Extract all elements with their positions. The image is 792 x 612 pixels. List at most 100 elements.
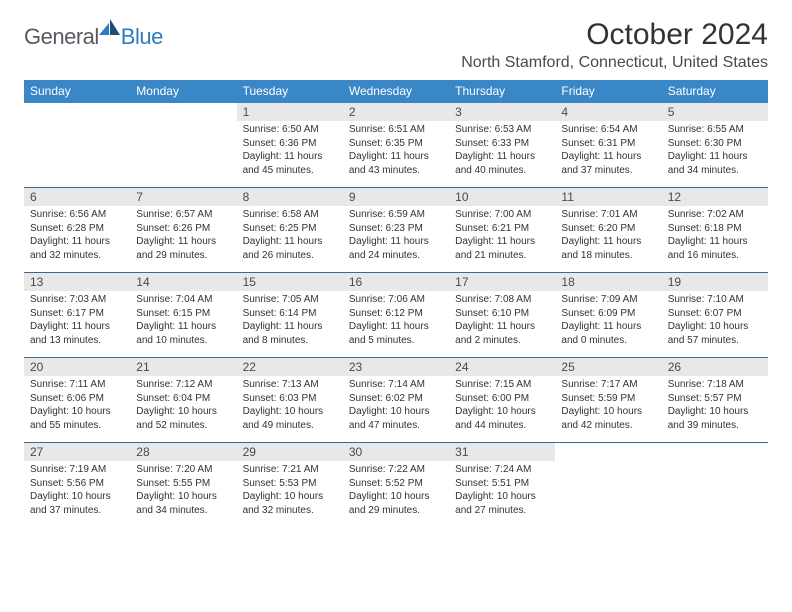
calendar-day-cell: 27Sunrise: 7:19 AMSunset: 5:56 PMDayligh… <box>24 443 130 527</box>
daylight-text: Daylight: 11 hours and 21 minutes. <box>455 235 549 262</box>
calendar-day-cell: 14Sunrise: 7:04 AMSunset: 6:15 PMDayligh… <box>130 273 236 357</box>
day-number: 31 <box>449 443 555 461</box>
sunrise-text: Sunrise: 7:13 AM <box>243 378 337 392</box>
calendar-day-cell: 17Sunrise: 7:08 AMSunset: 6:10 PMDayligh… <box>449 273 555 357</box>
sunset-text: Sunset: 5:57 PM <box>668 392 762 406</box>
sunset-text: Sunset: 6:09 PM <box>561 307 655 321</box>
day-number: 26 <box>662 358 768 376</box>
daylight-text: Daylight: 10 hours and 44 minutes. <box>455 405 549 432</box>
calendar-day-cell: 8Sunrise: 6:58 AMSunset: 6:25 PMDaylight… <box>237 188 343 272</box>
sunset-text: Sunset: 6:04 PM <box>136 392 230 406</box>
day-details: Sunrise: 7:08 AMSunset: 6:10 PMDaylight:… <box>449 291 555 351</box>
calendar-page: General Blue October 2024 North Stamford… <box>0 0 792 527</box>
sunset-text: Sunset: 5:52 PM <box>349 477 443 491</box>
sunrise-text: Sunrise: 7:18 AM <box>668 378 762 392</box>
daylight-text: Daylight: 10 hours and 37 minutes. <box>30 490 124 517</box>
sunrise-text: Sunrise: 6:53 AM <box>455 123 549 137</box>
daylight-text: Daylight: 11 hours and 0 minutes. <box>561 320 655 347</box>
day-details: Sunrise: 6:50 AMSunset: 6:36 PMDaylight:… <box>237 121 343 181</box>
sunset-text: Sunset: 6:03 PM <box>243 392 337 406</box>
calendar-day-cell: 1Sunrise: 6:50 AMSunset: 6:36 PMDaylight… <box>237 103 343 187</box>
daylight-text: Daylight: 11 hours and 13 minutes. <box>30 320 124 347</box>
day-details: Sunrise: 6:55 AMSunset: 6:30 PMDaylight:… <box>662 121 768 181</box>
calendar-day-cell: 23Sunrise: 7:14 AMSunset: 6:02 PMDayligh… <box>343 358 449 442</box>
calendar-day-cell: 11Sunrise: 7:01 AMSunset: 6:20 PMDayligh… <box>555 188 661 272</box>
sunset-text: Sunset: 6:15 PM <box>136 307 230 321</box>
weekday-header-cell: Sunday <box>24 80 130 103</box>
sunrise-text: Sunrise: 6:55 AM <box>668 123 762 137</box>
calendar-day-cell: 20Sunrise: 7:11 AMSunset: 6:06 PMDayligh… <box>24 358 130 442</box>
day-number: 18 <box>555 273 661 291</box>
sunrise-text: Sunrise: 7:15 AM <box>455 378 549 392</box>
day-number: 8 <box>237 188 343 206</box>
sunset-text: Sunset: 6:07 PM <box>668 307 762 321</box>
weekday-header-cell: Wednesday <box>343 80 449 103</box>
daylight-text: Daylight: 10 hours and 32 minutes. <box>243 490 337 517</box>
calendar-day-cell: 30Sunrise: 7:22 AMSunset: 5:52 PMDayligh… <box>343 443 449 527</box>
sunset-text: Sunset: 6:23 PM <box>349 222 443 236</box>
sunrise-text: Sunrise: 7:06 AM <box>349 293 443 307</box>
sunrise-text: Sunrise: 7:11 AM <box>30 378 124 392</box>
day-details: Sunrise: 7:05 AMSunset: 6:14 PMDaylight:… <box>237 291 343 351</box>
sunrise-text: Sunrise: 6:54 AM <box>561 123 655 137</box>
sunrise-text: Sunrise: 6:50 AM <box>243 123 337 137</box>
sunrise-text: Sunrise: 7:04 AM <box>136 293 230 307</box>
sunset-text: Sunset: 5:56 PM <box>30 477 124 491</box>
calendar-day-cell: 9Sunrise: 6:59 AMSunset: 6:23 PMDaylight… <box>343 188 449 272</box>
daylight-text: Daylight: 10 hours and 47 minutes. <box>349 405 443 432</box>
brand-word-1: General <box>24 24 99 50</box>
sunrise-text: Sunrise: 6:59 AM <box>349 208 443 222</box>
daylight-text: Daylight: 10 hours and 42 minutes. <box>561 405 655 432</box>
sunset-text: Sunset: 6:20 PM <box>561 222 655 236</box>
calendar-grid: SundayMondayTuesdayWednesdayThursdayFrid… <box>24 80 768 527</box>
weekday-header-cell: Tuesday <box>237 80 343 103</box>
day-details: Sunrise: 7:22 AMSunset: 5:52 PMDaylight:… <box>343 461 449 521</box>
calendar-day-cell <box>130 103 236 187</box>
daylight-text: Daylight: 11 hours and 43 minutes. <box>349 150 443 177</box>
sunrise-text: Sunrise: 7:02 AM <box>668 208 762 222</box>
daylight-text: Daylight: 11 hours and 34 minutes. <box>668 150 762 177</box>
sunset-text: Sunset: 5:51 PM <box>455 477 549 491</box>
calendar-day-cell: 22Sunrise: 7:13 AMSunset: 6:03 PMDayligh… <box>237 358 343 442</box>
calendar-day-cell: 13Sunrise: 7:03 AMSunset: 6:17 PMDayligh… <box>24 273 130 357</box>
day-details: Sunrise: 7:04 AMSunset: 6:15 PMDaylight:… <box>130 291 236 351</box>
calendar-day-cell <box>555 443 661 527</box>
calendar-day-cell: 10Sunrise: 7:00 AMSunset: 6:21 PMDayligh… <box>449 188 555 272</box>
day-number: 2 <box>343 103 449 121</box>
day-details: Sunrise: 7:24 AMSunset: 5:51 PMDaylight:… <box>449 461 555 521</box>
day-number: 5 <box>662 103 768 121</box>
daylight-text: Daylight: 11 hours and 8 minutes. <box>243 320 337 347</box>
day-number: 14 <box>130 273 236 291</box>
daylight-text: Daylight: 11 hours and 40 minutes. <box>455 150 549 177</box>
sunset-text: Sunset: 5:53 PM <box>243 477 337 491</box>
sunset-text: Sunset: 6:17 PM <box>30 307 124 321</box>
sunrise-text: Sunrise: 6:51 AM <box>349 123 443 137</box>
daylight-text: Daylight: 11 hours and 16 minutes. <box>668 235 762 262</box>
sunset-text: Sunset: 6:06 PM <box>30 392 124 406</box>
daylight-text: Daylight: 10 hours and 29 minutes. <box>349 490 443 517</box>
sunrise-text: Sunrise: 6:58 AM <box>243 208 337 222</box>
calendar-week-row: 6Sunrise: 6:56 AMSunset: 6:28 PMDaylight… <box>24 188 768 273</box>
sunset-text: Sunset: 6:33 PM <box>455 137 549 151</box>
day-number: 28 <box>130 443 236 461</box>
calendar-day-cell: 2Sunrise: 6:51 AMSunset: 6:35 PMDaylight… <box>343 103 449 187</box>
sunrise-text: Sunrise: 7:14 AM <box>349 378 443 392</box>
daylight-text: Daylight: 11 hours and 37 minutes. <box>561 150 655 177</box>
day-details: Sunrise: 6:56 AMSunset: 6:28 PMDaylight:… <box>24 206 130 266</box>
sunrise-text: Sunrise: 7:01 AM <box>561 208 655 222</box>
sunrise-text: Sunrise: 7:00 AM <box>455 208 549 222</box>
day-number: 25 <box>555 358 661 376</box>
sunrise-text: Sunrise: 6:57 AM <box>136 208 230 222</box>
sunset-text: Sunset: 6:31 PM <box>561 137 655 151</box>
calendar-day-cell: 15Sunrise: 7:05 AMSunset: 6:14 PMDayligh… <box>237 273 343 357</box>
sunrise-text: Sunrise: 7:21 AM <box>243 463 337 477</box>
calendar-day-cell: 16Sunrise: 7:06 AMSunset: 6:12 PMDayligh… <box>343 273 449 357</box>
daylight-text: Daylight: 10 hours and 57 minutes. <box>668 320 762 347</box>
day-number: 10 <box>449 188 555 206</box>
calendar-day-cell: 28Sunrise: 7:20 AMSunset: 5:55 PMDayligh… <box>130 443 236 527</box>
day-details: Sunrise: 6:57 AMSunset: 6:26 PMDaylight:… <box>130 206 236 266</box>
day-details: Sunrise: 7:00 AMSunset: 6:21 PMDaylight:… <box>449 206 555 266</box>
sunset-text: Sunset: 5:59 PM <box>561 392 655 406</box>
sunset-text: Sunset: 6:14 PM <box>243 307 337 321</box>
daylight-text: Daylight: 10 hours and 49 minutes. <box>243 405 337 432</box>
